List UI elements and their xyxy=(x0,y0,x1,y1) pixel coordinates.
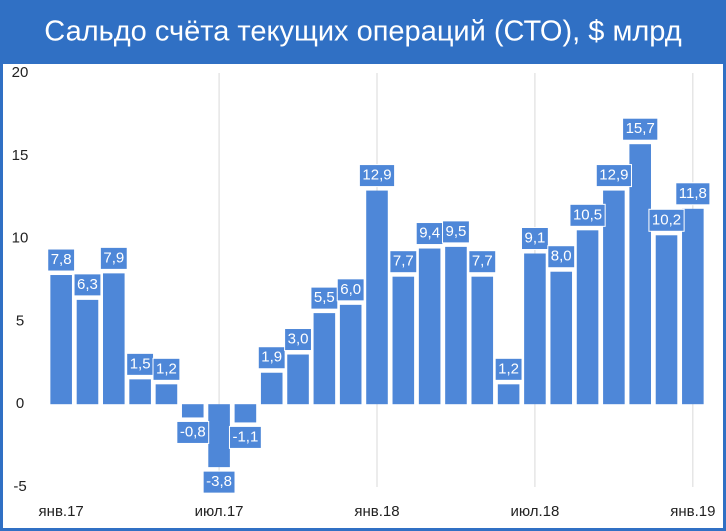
label-box xyxy=(547,245,576,269)
y-tick-label: 15 xyxy=(12,147,29,164)
y-tick-label: 10 xyxy=(12,230,29,247)
value-label: 7,9 xyxy=(103,249,124,266)
label-box xyxy=(468,250,497,274)
bar xyxy=(603,190,625,405)
value-label: 5,5 xyxy=(314,289,335,306)
value-label: 10,5 xyxy=(573,206,602,223)
x-tick-label: июл.18 xyxy=(510,503,559,520)
label-box xyxy=(336,278,365,302)
value-label: 15,7 xyxy=(626,120,655,137)
bar xyxy=(418,248,441,405)
label-box xyxy=(442,220,470,244)
x-tick-label: янв.19 xyxy=(670,503,715,520)
label-box xyxy=(152,357,181,381)
label-box xyxy=(176,420,210,444)
label-box xyxy=(622,117,659,141)
value-label: 9,5 xyxy=(446,223,467,240)
bar xyxy=(129,379,151,405)
bar xyxy=(103,273,125,405)
bar xyxy=(550,271,573,405)
value-label: 1,2 xyxy=(156,360,177,377)
bar xyxy=(576,230,599,405)
value-label: 11,8 xyxy=(679,185,707,202)
bar xyxy=(76,299,99,405)
value-label: 12,9 xyxy=(599,167,628,184)
value-label: -0,8 xyxy=(180,423,206,440)
value-label: -1,1 xyxy=(232,428,258,445)
label-box xyxy=(284,328,312,352)
value-label: 9,1 xyxy=(524,229,545,246)
x-tick-label: янв.17 xyxy=(39,503,84,520)
label-box xyxy=(358,164,396,188)
bar xyxy=(50,275,72,405)
bar xyxy=(682,208,704,405)
value-label: 1,5 xyxy=(130,355,151,372)
value-label: 7,8 xyxy=(51,251,72,268)
bar xyxy=(471,276,494,405)
label-box xyxy=(257,346,286,370)
label-box xyxy=(73,273,102,297)
label-box xyxy=(228,425,262,449)
value-label: 3,0 xyxy=(288,330,309,347)
bar xyxy=(208,404,230,468)
value-label: 10,2 xyxy=(652,211,681,228)
value-label: 9,4 xyxy=(419,225,440,242)
value-label: 6,3 xyxy=(77,276,98,293)
value-label: -3,8 xyxy=(206,473,232,490)
bar xyxy=(234,404,257,423)
label-box xyxy=(47,248,76,272)
value-label: 6,0 xyxy=(340,281,361,298)
value-label: 1,2 xyxy=(498,360,519,377)
chart-title: Сальдо счёта текущих операций (СТО), $ м… xyxy=(44,16,681,48)
bar xyxy=(287,354,309,405)
bar xyxy=(524,253,546,405)
bar xyxy=(445,246,467,405)
bar xyxy=(181,404,204,418)
value-label: 8,0 xyxy=(551,248,572,265)
bars xyxy=(50,144,704,468)
grid: -5 0 5 10 15 20 янв.17 июл.17 янв.18 июл.18 янв.19 xyxy=(12,64,716,520)
bar xyxy=(366,190,388,405)
label-box xyxy=(389,250,418,274)
bar xyxy=(260,372,283,405)
label-box xyxy=(675,182,711,206)
bar xyxy=(313,313,336,405)
label-box xyxy=(520,227,549,251)
bar xyxy=(339,304,362,405)
y-tick-label: 5 xyxy=(16,312,24,329)
bar xyxy=(155,384,178,405)
x-tick-label: янв.18 xyxy=(354,503,399,520)
y-tick-label: 0 xyxy=(16,395,24,412)
label-box xyxy=(569,203,606,227)
value-label: 7,7 xyxy=(472,253,493,270)
label-box xyxy=(202,470,236,494)
labels: 7,8 6,3 7,9 1,5 1,2 -0,8 -3,8 -1,1 1,9 3,0 5,5 6,0 1… xyxy=(47,117,711,494)
label-box xyxy=(648,208,685,232)
value-label: 7,7 xyxy=(393,253,414,270)
bar xyxy=(392,276,415,405)
bar xyxy=(655,235,678,405)
value-label: 12,9 xyxy=(362,167,391,184)
label-box xyxy=(99,246,128,270)
bar xyxy=(497,384,520,405)
value-label: 1,9 xyxy=(261,349,282,366)
x-tick-label: июл.17 xyxy=(195,503,244,520)
y-tick-label: -5 xyxy=(13,478,26,495)
bar xyxy=(629,144,651,405)
y-tick-label: 20 xyxy=(12,64,29,81)
label-box xyxy=(595,164,632,188)
label-box xyxy=(494,357,523,381)
